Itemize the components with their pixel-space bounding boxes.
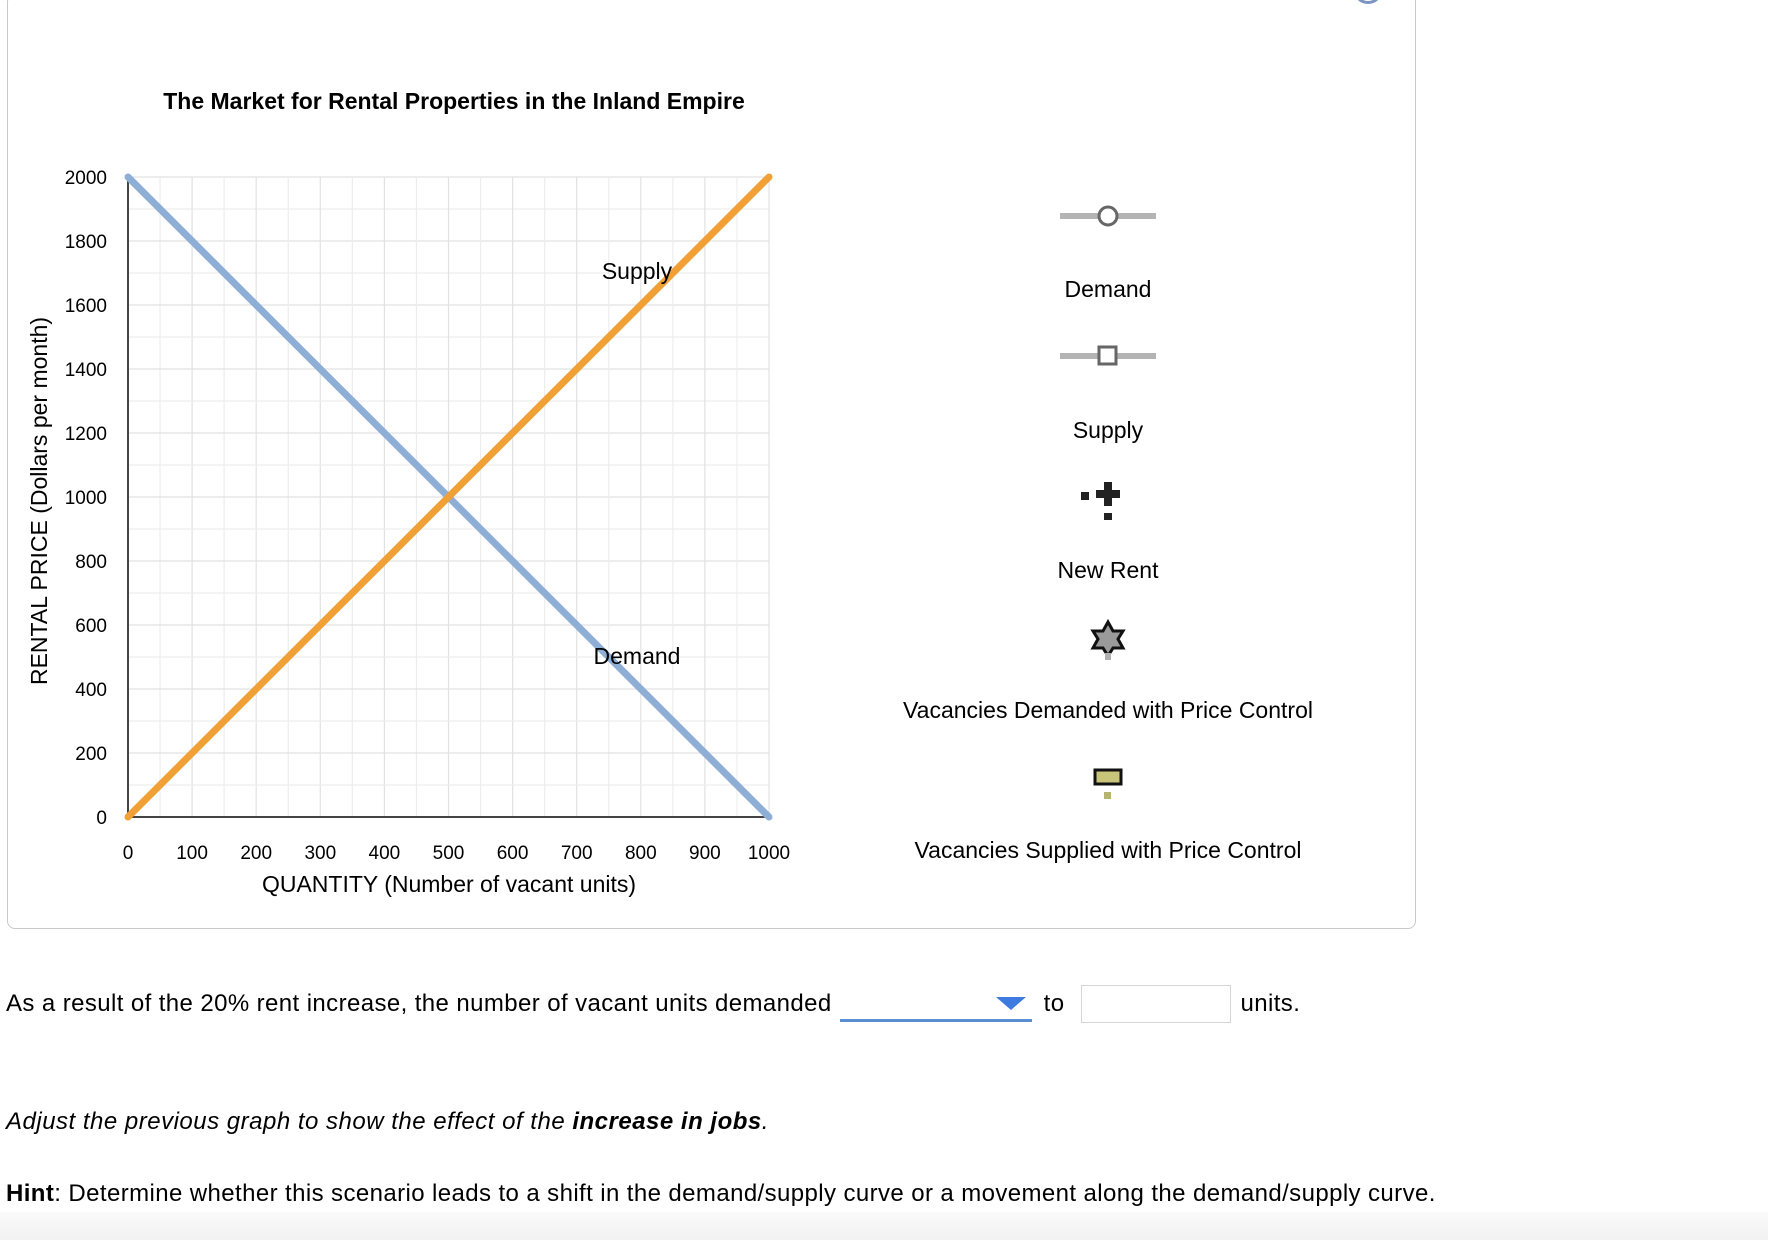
instruction-emphasis: increase in jobs bbox=[572, 1108, 762, 1135]
y-tick-label: 2000 bbox=[65, 168, 107, 189]
x-tick-label: 800 bbox=[625, 843, 657, 864]
question-row: As a result of the 20% rent increase, th… bbox=[6, 985, 1300, 1023]
x-tick-label: 200 bbox=[240, 843, 272, 864]
hint-body: : Determine whether this scenario leads … bbox=[54, 1180, 1436, 1207]
x-tick-label: 900 bbox=[689, 843, 721, 864]
legend-label-vacancies-demanded: Vacancies Demanded with Price Control bbox=[903, 697, 1313, 723]
circle-marker-icon[interactable] bbox=[1060, 205, 1156, 227]
legend-item-demand[interactable]: Demand bbox=[1060, 205, 1156, 302]
chart-grid bbox=[127, 176, 770, 818]
supply-curve[interactable] bbox=[124, 173, 773, 821]
instruction-after: . bbox=[761, 1108, 769, 1135]
legend: Demand Supply New Rent Vacancies Demande… bbox=[903, 205, 1313, 863]
units-input[interactable] bbox=[1080, 985, 1231, 1023]
x-tick-label: 300 bbox=[304, 843, 336, 864]
chart-title: The Market for Rental Properties in the … bbox=[163, 88, 745, 114]
y-tick-label: 1600 bbox=[65, 296, 107, 317]
legend-item-vacancies-supplied[interactable]: Vacancies Supplied with Price Control bbox=[915, 768, 1302, 863]
legend-item-supply[interactable]: Supply bbox=[1060, 345, 1156, 443]
demand-curve-label[interactable]: Demand bbox=[594, 643, 681, 669]
x-tick-label: 1000 bbox=[748, 843, 790, 864]
bottom-edge bbox=[0, 1212, 1768, 1240]
y-axis-label: RENTAL PRICE (Dollars per month) bbox=[26, 317, 52, 685]
cross-marker-icon[interactable] bbox=[1081, 482, 1120, 520]
legend-label-demand: Demand bbox=[1065, 276, 1152, 302]
supply-curve-label[interactable]: Supply bbox=[602, 258, 673, 284]
y-tick-label: 600 bbox=[75, 616, 107, 637]
legend-item-vacancies-demanded[interactable]: Vacancies Demanded with Price Control bbox=[903, 618, 1313, 723]
star-marker-icon[interactable] bbox=[1090, 618, 1126, 660]
x-tick-label: 0 bbox=[123, 843, 134, 864]
y-tick-label: 1400 bbox=[65, 360, 107, 381]
chart-series[interactable] bbox=[124, 173, 773, 821]
chart-axes bbox=[127, 177, 769, 818]
x-axis-label: QUANTITY (Number of vacant units) bbox=[262, 871, 636, 897]
y-tick-label: 200 bbox=[75, 744, 107, 765]
y-tick-label: 800 bbox=[75, 552, 107, 573]
market-chart: The Market for Rental Properties in the … bbox=[26, 88, 790, 897]
legend-label-supply: Supply bbox=[1073, 417, 1144, 443]
dash-marker-icon[interactable] bbox=[1093, 768, 1123, 799]
x-tick-label: 400 bbox=[369, 843, 401, 864]
legend-label-vacancies-supplied: Vacancies Supplied with Price Control bbox=[915, 837, 1302, 863]
y-tick-label: 1200 bbox=[65, 424, 107, 445]
to-text: to bbox=[1043, 990, 1065, 1017]
units-demanded-dropdown[interactable] bbox=[839, 986, 1032, 1022]
x-tick-label: 600 bbox=[497, 843, 529, 864]
chart-ticks: 0 100 200 300 400 500 600 700 800 900 1000 0 200 400 6… bbox=[65, 168, 790, 864]
y-tick-label: 400 bbox=[75, 680, 107, 701]
legend-item-new-rent[interactable]: New Rent bbox=[1058, 482, 1160, 583]
x-tick-label: 500 bbox=[433, 843, 465, 864]
legend-label-new-rent: New Rent bbox=[1058, 557, 1160, 583]
y-tick-label: 1000 bbox=[65, 488, 107, 509]
y-tick-label: 1800 bbox=[65, 232, 107, 253]
hint-text: Hint: Determine whether this scenario le… bbox=[6, 1180, 1436, 1208]
hint-label: Hint bbox=[6, 1180, 55, 1207]
chevron-down-icon[interactable] bbox=[995, 997, 1026, 1010]
x-tick-label: 100 bbox=[176, 843, 208, 864]
instruction-before: Adjust the previous graph to show the ef… bbox=[6, 1108, 573, 1135]
x-tick-label: 700 bbox=[561, 843, 593, 864]
units-text: units. bbox=[1240, 990, 1301, 1017]
instruction-text: Adjust the previous graph to show the ef… bbox=[6, 1108, 769, 1136]
square-marker-icon[interactable] bbox=[1060, 345, 1156, 366]
question-text: As a result of the 20% rent increase, th… bbox=[6, 990, 832, 1017]
y-tick-label: 0 bbox=[96, 808, 107, 829]
